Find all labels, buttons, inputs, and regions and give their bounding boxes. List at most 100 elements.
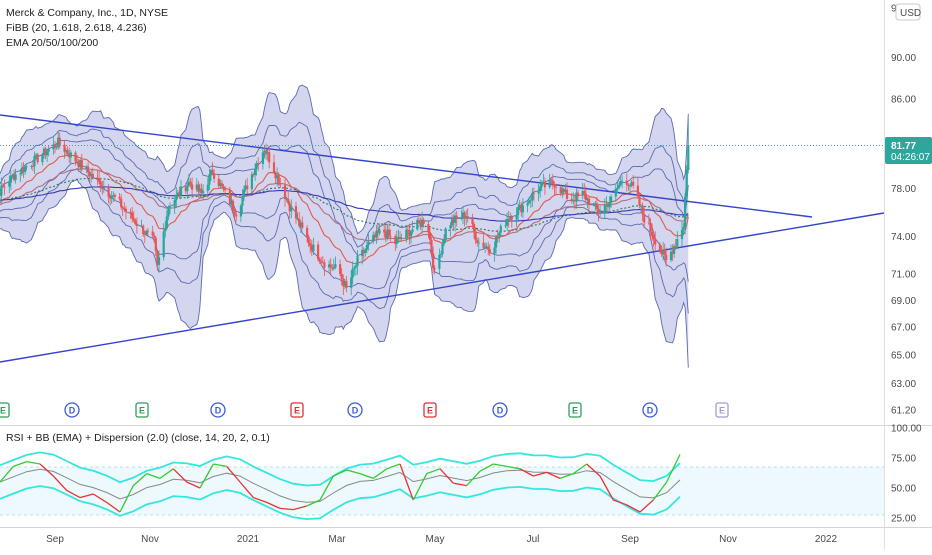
candle[interactable] <box>443 234 446 247</box>
candle[interactable] <box>11 173 14 179</box>
candle[interactable] <box>587 195 591 212</box>
candle[interactable] <box>460 210 463 221</box>
candle[interactable] <box>154 235 157 256</box>
candle[interactable] <box>268 146 271 169</box>
candle[interactable] <box>99 177 102 193</box>
candle[interactable] <box>614 183 617 202</box>
candle[interactable] <box>306 225 309 243</box>
candle[interactable] <box>406 225 409 239</box>
candle[interactable] <box>565 182 569 201</box>
candle[interactable] <box>619 177 622 187</box>
candle[interactable] <box>250 171 253 194</box>
candle[interactable] <box>135 217 138 234</box>
candle[interactable] <box>175 186 178 208</box>
candle[interactable] <box>599 205 602 217</box>
candle[interactable] <box>518 200 521 210</box>
candle[interactable] <box>88 171 91 183</box>
dividend-marker[interactable]: D <box>210 402 226 418</box>
candle[interactable] <box>0 177 3 204</box>
candle[interactable] <box>242 185 246 201</box>
candle[interactable] <box>96 169 99 186</box>
candle[interactable] <box>298 211 301 229</box>
candle[interactable] <box>235 210 238 222</box>
candle[interactable] <box>452 214 455 230</box>
candle[interactable] <box>213 168 216 183</box>
candle[interactable] <box>616 180 619 194</box>
candle[interactable] <box>682 222 685 236</box>
candle[interactable] <box>353 265 356 276</box>
candle[interactable] <box>206 177 209 198</box>
candle[interactable] <box>572 192 575 205</box>
candle[interactable] <box>669 244 673 263</box>
earnings-marker[interactable]: E <box>568 402 582 418</box>
candle[interactable] <box>550 178 553 186</box>
candle[interactable] <box>246 178 249 194</box>
candle[interactable] <box>167 205 170 221</box>
candle[interactable] <box>592 202 595 207</box>
candle[interactable] <box>543 177 546 195</box>
candle[interactable] <box>320 257 323 266</box>
candle[interactable] <box>465 210 468 226</box>
candle[interactable] <box>200 183 203 197</box>
candle[interactable] <box>87 162 90 178</box>
candle[interactable] <box>340 268 343 286</box>
candle[interactable] <box>283 179 287 207</box>
candle[interactable] <box>79 158 82 172</box>
candle[interactable] <box>553 181 556 195</box>
candle[interactable] <box>386 224 389 241</box>
candle[interactable] <box>287 191 290 206</box>
candle[interactable] <box>416 217 419 231</box>
candle[interactable] <box>463 210 466 227</box>
candle[interactable] <box>156 249 159 271</box>
candle[interactable] <box>449 222 452 237</box>
candle[interactable] <box>41 153 44 166</box>
candle[interactable] <box>36 152 39 165</box>
ascending-trendline[interactable] <box>0 212 884 363</box>
candle[interactable] <box>351 261 354 285</box>
candle[interactable] <box>230 194 233 208</box>
candle[interactable] <box>254 163 257 181</box>
candle[interactable] <box>55 142 58 150</box>
candle[interactable] <box>454 212 457 232</box>
candle[interactable] <box>362 247 365 260</box>
candle[interactable] <box>19 170 22 183</box>
candle[interactable] <box>231 199 235 213</box>
candle[interactable] <box>487 241 490 256</box>
candle[interactable] <box>164 220 167 238</box>
candle[interactable] <box>42 146 46 159</box>
candle[interactable] <box>432 246 435 274</box>
dividend-marker[interactable]: D <box>492 402 508 418</box>
candle[interactable] <box>498 231 501 243</box>
candle[interactable] <box>12 169 16 182</box>
candle[interactable] <box>98 170 101 184</box>
candle[interactable] <box>662 241 665 261</box>
candle[interactable] <box>90 169 93 183</box>
candle[interactable] <box>332 258 335 271</box>
candle[interactable] <box>321 256 324 264</box>
candle[interactable] <box>539 179 542 198</box>
candle[interactable] <box>438 248 441 275</box>
candle[interactable] <box>639 204 643 212</box>
candle[interactable] <box>439 251 443 259</box>
candle[interactable] <box>145 229 148 236</box>
candle[interactable] <box>257 157 260 171</box>
candle[interactable] <box>77 159 80 171</box>
candle[interactable] <box>47 145 50 157</box>
candle[interactable] <box>35 152 38 160</box>
candle[interactable] <box>376 224 379 240</box>
candle[interactable] <box>342 274 345 295</box>
candle[interactable] <box>157 250 161 272</box>
candle[interactable] <box>570 193 573 204</box>
candle[interactable] <box>118 193 121 201</box>
candle[interactable] <box>610 194 613 209</box>
candle[interactable] <box>603 198 606 219</box>
candle[interactable] <box>217 174 220 189</box>
candle[interactable] <box>581 182 584 200</box>
candle[interactable] <box>660 245 663 257</box>
price-axis[interactable]: 95.0090.0086.0078.0074.0071.0069.0067.00… <box>891 4 916 417</box>
candle[interactable] <box>397 229 400 243</box>
candle[interactable] <box>356 250 359 275</box>
candle[interactable] <box>339 259 342 277</box>
candle[interactable] <box>361 243 364 265</box>
